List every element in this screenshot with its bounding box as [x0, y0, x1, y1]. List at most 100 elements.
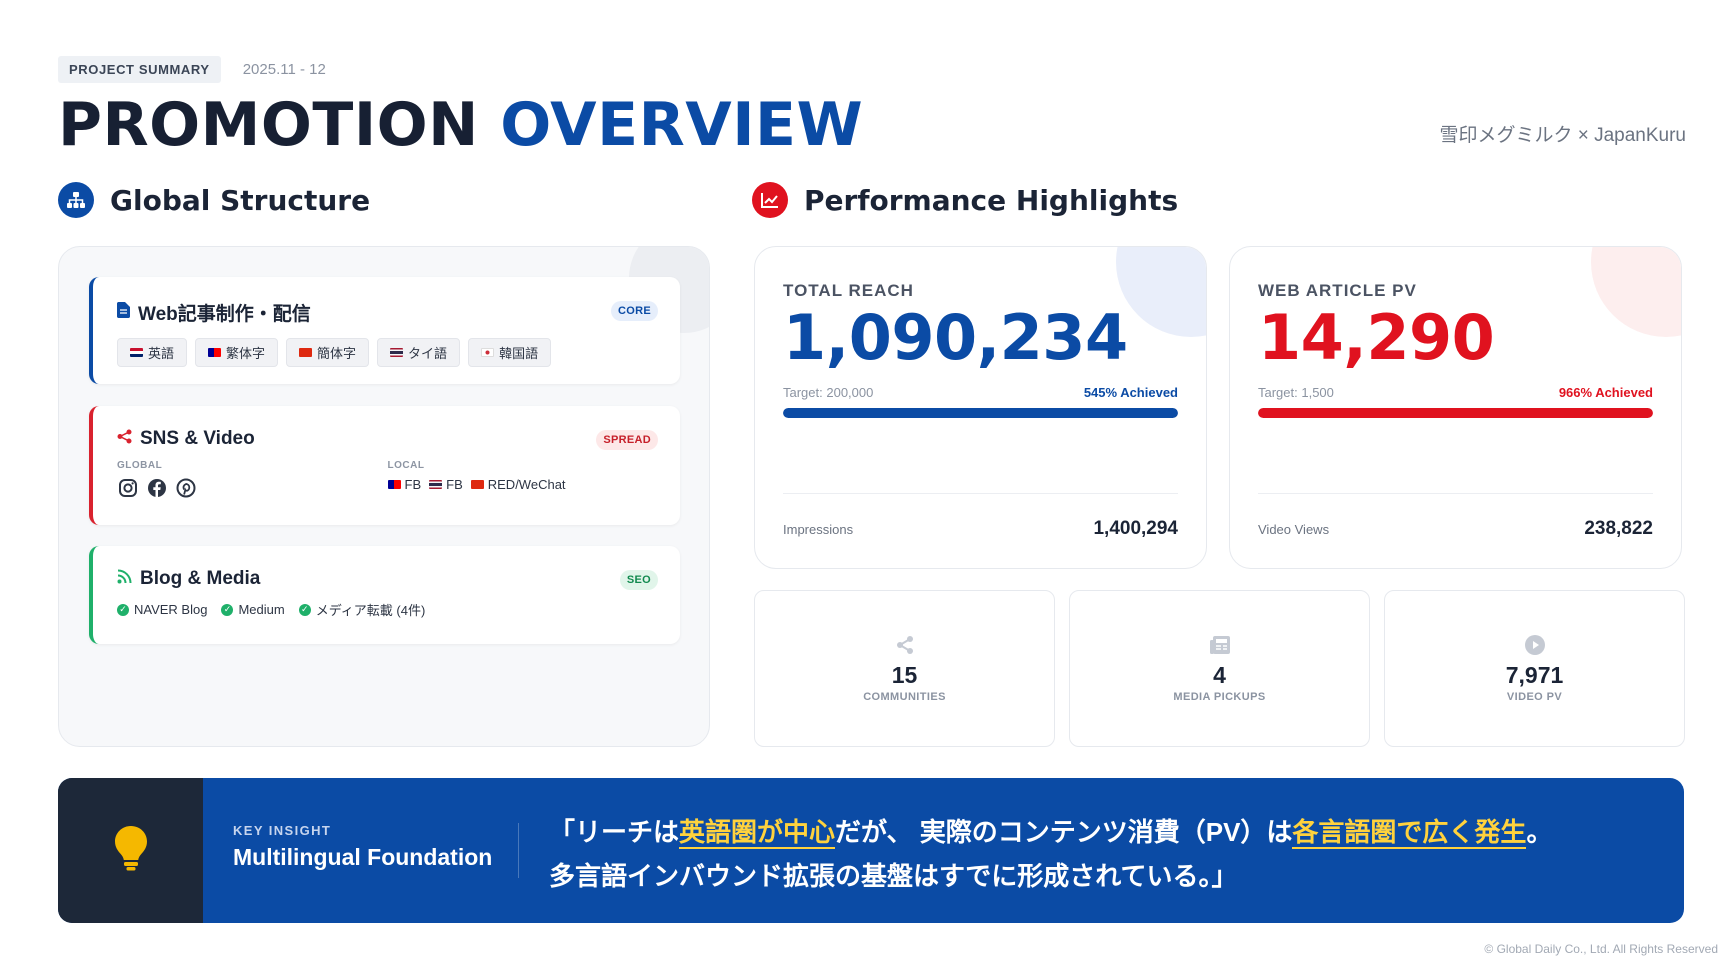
- quote-text: だが、 実際のコンテンツ消費（PV）は: [835, 817, 1293, 847]
- web-pv-target-row: Target: 1,500 966% Achieved: [1258, 385, 1653, 400]
- title-main: PROMOTION: [58, 90, 479, 160]
- total-reach-target: Target: 200,000: [783, 385, 874, 400]
- total-reach-target-row: Target: 200,000 545% Achieved: [783, 385, 1178, 400]
- insight-quote: 「リーチは英語圏が中心だが、 実際のコンテンツ消費（PV）は各言語圏で広く発生。…: [519, 778, 1552, 923]
- local-label: LOCAL: [387, 460, 425, 471]
- total-reach-label: TOTAL REACH: [783, 281, 914, 300]
- total-reach-card: TOTAL REACH 1,090,234 Target: 200,000 54…: [754, 246, 1207, 569]
- korea-flag-icon: [481, 348, 495, 357]
- blog-media-card: Blog & Media SEO ✓ NAVER Blog ✓ Medium ✓ メデ…: [89, 546, 680, 644]
- media-pickups-label: MEDIA PICKUPS: [1173, 691, 1266, 703]
- video-views-value: 238,822: [1584, 518, 1653, 539]
- quote-text: 「リーチは: [549, 817, 680, 847]
- tag-label: タイ語: [408, 346, 448, 361]
- total-reach-progress-bar: [783, 408, 1178, 418]
- thailand-flag-icon: [390, 348, 404, 357]
- video-pv-value: 7,971: [1505, 662, 1564, 688]
- play-icon: [1524, 634, 1546, 656]
- media-pickups-value: 4: [1213, 662, 1226, 688]
- insight-label-block: KEY INSIGHT Multilingual Foundation: [203, 823, 519, 878]
- quote-text: 。: [1526, 817, 1553, 847]
- global-social-icons: [117, 477, 388, 498]
- web-card-header: Web記事制作・配信: [117, 299, 658, 326]
- local-column: LOCAL FB FB RED/WeChat: [387, 460, 659, 498]
- lightbulb-icon: [114, 825, 148, 876]
- sns-video-card: SNS & Video SPREAD GLOBAL LOCAL FB FB RE…: [89, 406, 680, 525]
- insight-title: Multilingual Foundation: [233, 844, 493, 870]
- tag-label: 英語: [148, 346, 175, 361]
- language-tag-english: 英語: [117, 338, 188, 367]
- web-pv-card: WEB ARTICLE PV 14,290 Target: 1,500 966%…: [1229, 246, 1682, 569]
- language-tag-traditional: 繁体字: [195, 338, 279, 367]
- global-label: GLOBAL: [117, 460, 163, 471]
- taiwan-flag-icon: [387, 480, 401, 489]
- copyright-footer: © Global Daily Co., Ltd. All Rights Rese…: [1484, 942, 1718, 956]
- chart-line-icon: [752, 182, 788, 218]
- language-tag-simplified: 簡体字: [286, 338, 370, 367]
- sns-card-header: SNS & Video: [117, 428, 658, 450]
- channel-naver: ✓ NAVER Blog: [117, 600, 207, 619]
- blog-channels: ✓ NAVER Blog ✓ Medium ✓ メディア転載 (4件): [117, 600, 658, 619]
- document-icon: [117, 301, 130, 324]
- sns-card-title: SNS & Video: [140, 428, 255, 449]
- newspaper-icon: [1209, 634, 1231, 656]
- media-pickups-card: 4 MEDIA PICKUPS: [1069, 590, 1370, 747]
- china-flag-icon: [299, 348, 313, 357]
- total-reach-achieved: 545% Achieved: [1083, 385, 1178, 400]
- local-item-thai-fb: FB: [429, 477, 463, 492]
- total-reach-progress-fill: [783, 408, 1178, 418]
- period-label: 2025.11 - 12: [242, 61, 326, 78]
- kicker-row: PROJECT SUMMARY 2025.11 - 12: [58, 56, 1688, 83]
- web-pv-label: WEB ARTICLE PV: [1258, 281, 1417, 300]
- web-pv-progress-fill: [1258, 408, 1653, 418]
- quote-highlight: 英語圏が中心: [679, 817, 836, 849]
- channel-label: NAVER Blog: [134, 602, 208, 617]
- global-structure-panel: Web記事制作・配信 CORE 英語 繁体字 簡体字 タイ語 韓国語 SNS &…: [58, 246, 710, 747]
- sitemap-icon: [58, 182, 94, 218]
- local-item-taiwan-fb: FB: [387, 477, 422, 492]
- web-pv-value: 14,290: [1258, 301, 1495, 374]
- channel-label: メディア転載 (4件): [315, 603, 426, 618]
- check-icon: ✓: [117, 603, 129, 616]
- local-item-label: FB: [446, 477, 463, 492]
- share-icon: [894, 634, 916, 656]
- seo-badge: SEO: [619, 570, 658, 590]
- local-item-label: RED/WeChat: [487, 477, 566, 492]
- quote-line-2: 多言語インバウンド拡張の基盤はすでに形成されている。」: [549, 861, 1238, 891]
- blog-card-header: Blog & Media: [117, 568, 658, 590]
- uk-flag-icon: [130, 348, 143, 357]
- communities-card: 15 COMMUNITIES: [754, 590, 1055, 747]
- china-flag-icon: [470, 480, 484, 489]
- web-pv-target: Target: 1,500: [1258, 385, 1334, 400]
- web-card-title: Web記事制作・配信: [138, 304, 311, 325]
- tag-label: 繁体字: [226, 346, 266, 361]
- share-icon: [117, 428, 132, 450]
- channel-medium: ✓ Medium: [221, 600, 285, 619]
- insight-icon-box: [58, 778, 203, 923]
- language-tag-korean: 韓国語: [468, 338, 552, 367]
- global-structure-heading: Global Structure: [58, 182, 370, 218]
- rss-icon: [117, 568, 132, 590]
- language-tag-thai: タイ語: [377, 338, 461, 367]
- page-header: PROJECT SUMMARY 2025.11 - 12 PROMOTION O…: [58, 56, 1688, 155]
- tag-label: 簡体字: [317, 346, 357, 361]
- page-title: PROMOTION OVERVIEW: [58, 95, 1688, 155]
- total-reach-value: 1,090,234: [783, 301, 1128, 374]
- impressions-label: Impressions: [783, 521, 854, 537]
- facebook-icon: [146, 477, 167, 498]
- insight-kicker: KEY INSIGHT: [233, 823, 332, 838]
- local-channels: FB FB RED/WeChat: [387, 477, 659, 492]
- web-article-card: Web記事制作・配信 CORE 英語 繁体字 簡体字 タイ語 韓国語: [89, 277, 680, 384]
- spread-badge: SPREAD: [596, 430, 658, 450]
- performance-title: Performance Highlights: [804, 183, 1179, 217]
- local-item-label: FB: [404, 477, 422, 492]
- impressions-row: Impressions 1,400,294: [783, 493, 1178, 540]
- local-item-china-red: RED/WeChat: [470, 477, 566, 492]
- title-accent: OVERVIEW: [500, 90, 864, 160]
- channel-label: Medium: [238, 602, 285, 617]
- channel-media: ✓ メディア転載 (4件): [298, 600, 426, 619]
- quote-highlight: 各言語圏で広く発生: [1292, 817, 1527, 849]
- blog-card-title: Blog & Media: [140, 568, 261, 589]
- video-pv-label: VIDEO PV: [1506, 691, 1563, 703]
- taiwan-flag-icon: [208, 348, 222, 357]
